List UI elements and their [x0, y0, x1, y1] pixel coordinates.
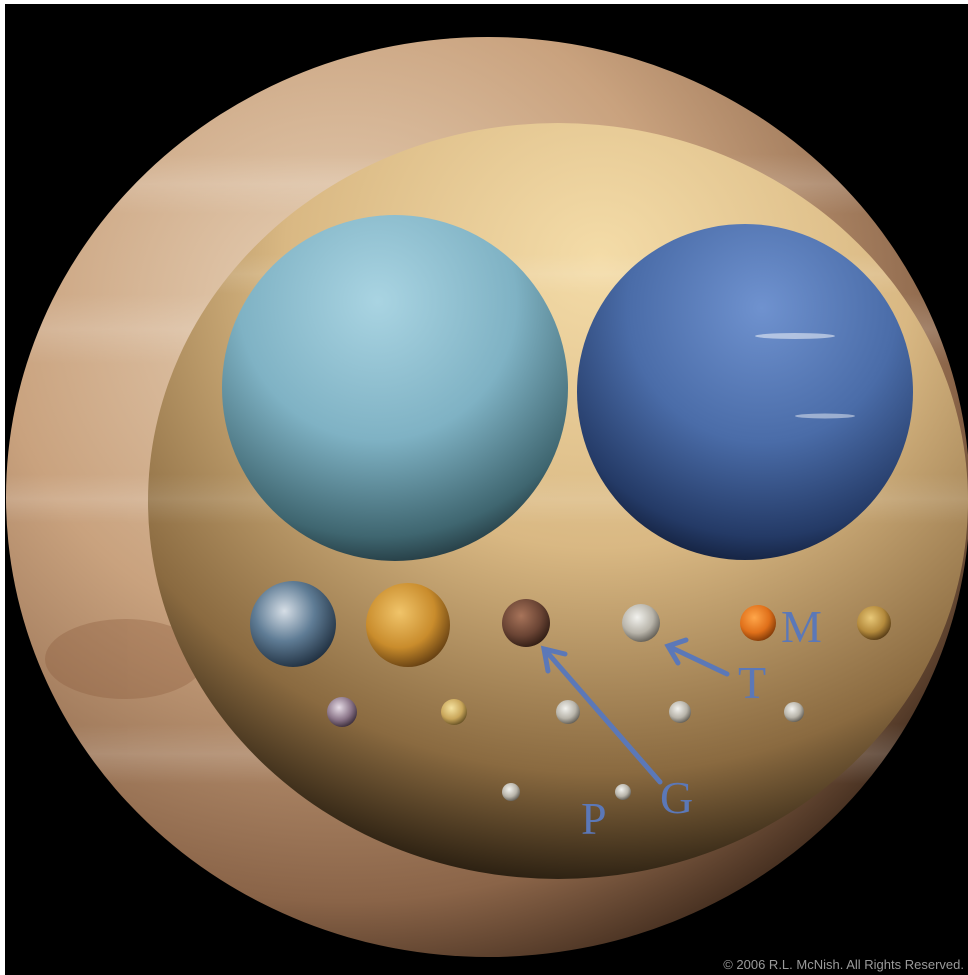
venus-planet — [366, 583, 450, 667]
label-g: G — [660, 772, 694, 823]
solar-system-size-comparison: M T G P © 2006 R.L. McNish. All Rights R… — [5, 4, 968, 975]
europa-moon — [669, 701, 691, 723]
mars-planet — [502, 599, 550, 647]
label-p: P — [581, 793, 607, 844]
uranus-planet — [222, 215, 568, 561]
io-moon — [441, 699, 467, 725]
arrow-to-g — [543, 648, 663, 785]
arrowhead-t — [664, 637, 689, 666]
label-t: T — [738, 657, 767, 708]
arrowhead-g — [540, 645, 568, 674]
planets-illustration — [6, 37, 968, 957]
earths-moon — [556, 700, 580, 724]
pluto-dwarf-planet — [615, 784, 631, 800]
arrow-to-t — [667, 644, 730, 677]
earth-planet — [250, 581, 336, 667]
triton-moon — [784, 702, 804, 722]
neptune-planet — [577, 224, 913, 560]
callisto-moon — [857, 606, 891, 640]
small-moon — [502, 783, 520, 801]
titan-moon — [740, 605, 776, 641]
label-m: M — [781, 601, 822, 652]
copyright-notice: © 2006 R.L. McNish. All Rights Reserved. — [723, 957, 964, 972]
mercury-planet — [327, 697, 357, 727]
ganymede-moon — [622, 604, 660, 642]
